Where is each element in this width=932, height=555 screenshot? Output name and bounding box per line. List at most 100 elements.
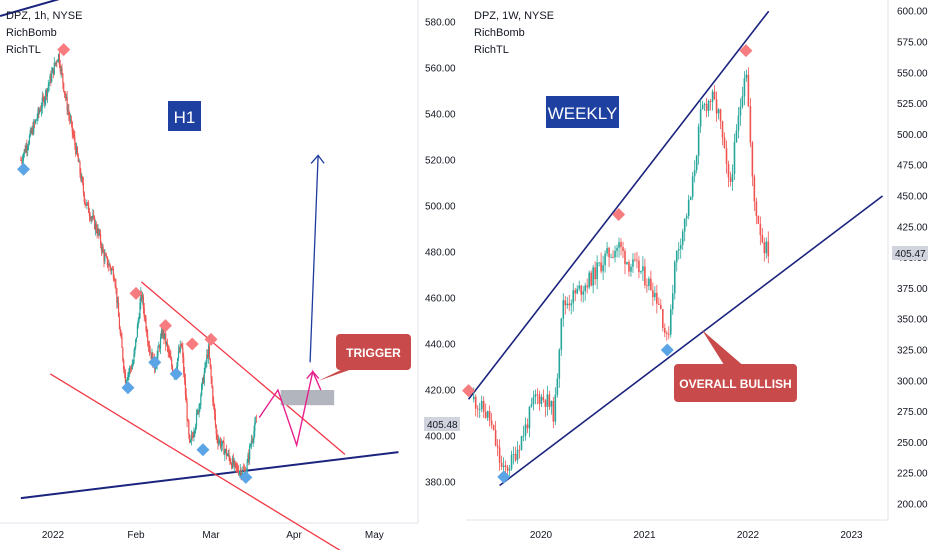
right-candle-body — [757, 215, 760, 224]
left-candle-body — [57, 54, 60, 61]
left-time-axis[interactable]: 2022 Feb Mar Apr May — [42, 530, 384, 541]
left-indicator-richbomb[interactable]: RichBomb — [6, 27, 57, 39]
projection-zigzag[interactable] — [258, 369, 322, 448]
trigger-callout[interactable]: TRIGGER — [318, 334, 411, 381]
left-candle-body — [220, 444, 222, 447]
left-candle-body — [209, 358, 211, 367]
left-indicator-richtl[interactable]: RichTL — [6, 44, 41, 56]
left-candle-body — [192, 436, 194, 438]
left-upper-trend-line[interactable] — [0, 0, 70, 17]
right-candle-body — [693, 170, 696, 177]
overall-bullish-callout[interactable]: OVERALL BULLISH — [674, 330, 797, 402]
left-candle-body — [195, 412, 198, 426]
channel-lower-line[interactable] — [49, 373, 346, 554]
right-candle-body — [546, 394, 549, 407]
right-candle-body — [522, 435, 525, 437]
left-candle-body — [147, 342, 150, 346]
right-indicator-richbomb[interactable]: RichBomb — [474, 27, 525, 39]
left-candle-body — [183, 357, 185, 374]
right-candle-body — [510, 454, 513, 469]
left-candle-body — [123, 369, 126, 372]
left-candle-body — [53, 62, 55, 75]
right-candle-body — [765, 241, 768, 254]
left-candle-body — [145, 318, 147, 330]
right-candle-body — [588, 272, 590, 288]
left-candle-body — [122, 347, 124, 361]
left-candle-body — [93, 215, 95, 217]
right-trend-lines[interactable] — [467, 10, 884, 487]
right-candle-body — [496, 445, 499, 448]
right-candle-body — [476, 408, 479, 410]
right-candle-body — [472, 396, 475, 400]
left-candlestick-series — [20, 50, 258, 481]
left-candle-body — [221, 441, 223, 445]
right-x-tick-label: 2023 — [840, 530, 863, 541]
left-candle-body — [254, 423, 256, 432]
right-candle-body — [701, 104, 704, 109]
right-candle-body — [478, 409, 481, 410]
left-candle-body — [216, 434, 218, 440]
left-candle-body — [21, 160, 23, 161]
left-y-tick-label: 420.00 — [425, 386, 456, 397]
right-signal-markers — [462, 44, 753, 484]
left-candle-body — [251, 440, 253, 442]
right-sell-signal-marker — [462, 384, 476, 398]
left-y-tick-label: 380.00 — [425, 478, 456, 489]
right-candle-body — [735, 130, 738, 142]
right-candle-body — [532, 396, 535, 405]
left-buy-signal-marker — [169, 367, 183, 381]
left-trend-line[interactable] — [0, 0, 399, 500]
right-candle-body — [759, 223, 762, 235]
weekly-support-line[interactable] — [499, 195, 884, 487]
left-candle-body — [142, 296, 145, 309]
channel-upper-line[interactable] — [140, 281, 346, 455]
left-candle-body — [214, 413, 216, 426]
right-candle-body — [683, 218, 686, 232]
left-candle-body — [54, 62, 56, 65]
left-chart-panel[interactable]: 380.00 400.00 420.00 440.00 460.00 480.00 500.… — [0, 0, 460, 554]
left-sell-signal-marker — [129, 286, 143, 300]
right-candle-body — [642, 266, 644, 271]
right-candle-body — [626, 261, 628, 265]
left-candle-body — [165, 333, 167, 345]
target-arrow-shaft[interactable] — [309, 155, 319, 363]
right-indicator-richtl[interactable]: RichTL — [474, 44, 509, 56]
right-candle-body — [554, 394, 557, 422]
left-support-trend-line[interactable] — [20, 451, 399, 500]
right-candle-body — [697, 126, 700, 156]
right-candle-body — [749, 106, 752, 143]
left-downtrend-channel[interactable] — [49, 281, 346, 554]
left-candle-body — [237, 466, 239, 472]
left-candle-body — [253, 431, 255, 440]
left-candle-body — [141, 292, 143, 299]
left-candle-body — [248, 455, 250, 460]
left-candle-body — [61, 68, 63, 74]
right-y-tick-label: 525.00 — [897, 99, 928, 110]
left-candle-body — [33, 122, 35, 134]
right-candle-body — [747, 74, 750, 107]
right-symbol-label: DPZ, 1W, NYSE — [474, 10, 555, 22]
left-price-axis[interactable]: 380.00 400.00 420.00 440.00 460.00 480.00 500.… — [425, 18, 456, 489]
target-arrow[interactable] — [309, 154, 325, 363]
right-candle-body — [572, 290, 575, 304]
left-candle-body — [252, 439, 254, 442]
left-x-tick-label: Mar — [202, 530, 220, 541]
left-candle-body — [207, 354, 209, 358]
right-chart-panel[interactable]: 200.00 225.00 250.00 275.00 300.00 325.00 350.… — [462, 0, 928, 541]
right-time-axis[interactable]: 2020 2021 2022 2023 — [530, 530, 863, 541]
right-candle-body — [508, 468, 511, 471]
left-candle-body — [115, 285, 117, 288]
left-candle-body — [124, 371, 127, 384]
right-candle-body — [634, 259, 636, 261]
weekly-resistance-line[interactable] — [467, 10, 770, 400]
left-candle-body — [164, 333, 166, 338]
left-candle-body — [176, 366, 178, 369]
left-candle-body — [167, 346, 169, 352]
left-candle-body — [56, 61, 58, 63]
projection-path[interactable] — [258, 369, 322, 448]
left-candle-body — [110, 267, 112, 271]
left-candle-body — [235, 463, 237, 467]
right-candle-body — [743, 78, 746, 97]
left-candle-body — [76, 147, 79, 156]
